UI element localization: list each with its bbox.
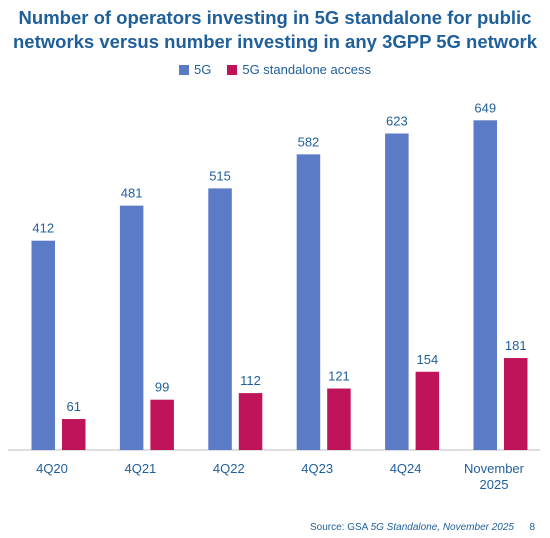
bar-5g-sa-3: [327, 388, 351, 450]
data-label-5g-5: 649: [474, 100, 496, 115]
chart-title-line-1: Number of operators investing in 5G stan…: [18, 7, 532, 28]
x-tick-label-5-1: 2025: [480, 477, 509, 492]
bar-5g-sa-4: [415, 371, 440, 450]
legend-swatch-5g: [179, 64, 189, 75]
bar-5g-1: [119, 205, 144, 450]
legend-label-5g-sa: 5G standalone access: [242, 62, 371, 77]
x-tick-label-0-0: 4Q20: [36, 461, 68, 476]
x-tick-label-4-0: 4Q24: [390, 461, 422, 476]
bar-5g-3: [296, 154, 321, 450]
page-number: 8: [529, 522, 535, 533]
legend-item-5g-sa: 5G standalone access: [227, 62, 371, 77]
bar-5g-sa-1: [150, 399, 174, 450]
bar-5g-sa-5: [504, 358, 528, 450]
data-label-5g-sa-4: 154: [416, 352, 438, 367]
data-label-5g-3: 582: [298, 134, 320, 149]
data-label-5g-0: 412: [32, 221, 54, 236]
bar-5g-2: [208, 188, 232, 450]
bar-5g-sa-2: [238, 393, 263, 450]
x-tick-label-1-0: 4Q21: [124, 461, 156, 476]
legend-label-5g: 5G: [194, 62, 212, 77]
data-label-5g-4: 623: [386, 114, 408, 129]
data-label-5g-sa-2: 112: [240, 373, 261, 388]
bar-5g-0: [31, 240, 55, 450]
x-tick-label-2-0: 4Q22: [213, 461, 245, 476]
x-tick-label-3-0: 4Q23: [301, 461, 333, 476]
source-prefix: Source: GSA: [309, 522, 371, 533]
data-label-5g-sa-1: 99: [155, 380, 169, 395]
data-label-5g-sa-5: 181: [505, 338, 527, 353]
data-label-5g-2: 515: [209, 168, 231, 183]
source-note: Source: GSA 5G Standalone, November 2025: [310, 522, 514, 533]
chart-title: Number of operators investing in 5G stan…: [0, 6, 550, 54]
bar-5g-4: [385, 133, 409, 451]
chart-title-line-2: networks versus number investing in any …: [13, 31, 537, 52]
x-tick-label-5-0: November: [464, 461, 525, 476]
chart-legend: 5G 5G standalone access: [0, 62, 550, 77]
legend-item-5g: 5G: [179, 62, 211, 77]
data-label-5g-sa-0: 61: [67, 399, 81, 414]
source-title: 5G Standalone, November 2025: [370, 522, 514, 533]
legend-swatch-5g-sa: [227, 64, 238, 75]
bar-5g-sa-0: [62, 419, 86, 450]
bar-5g-5: [473, 120, 497, 451]
data-label-5g-sa-3: 121: [328, 369, 350, 384]
data-label-5g-1: 481: [121, 186, 143, 201]
